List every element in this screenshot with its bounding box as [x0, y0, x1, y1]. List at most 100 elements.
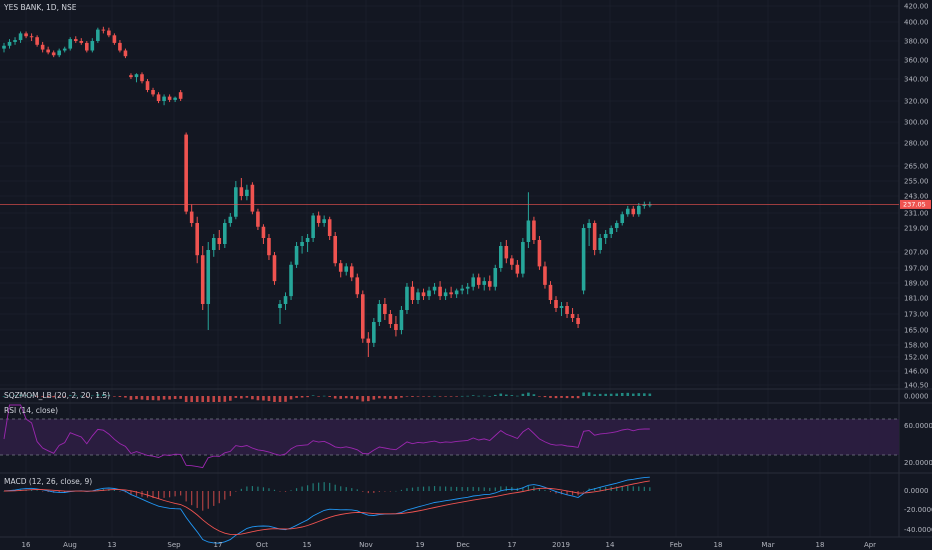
candle-body[interactable] — [427, 290, 431, 297]
candle-body[interactable] — [51, 52, 56, 56]
candle-body[interactable] — [372, 322, 376, 343]
candle-body[interactable] — [355, 277, 360, 295]
candle-body[interactable] — [421, 292, 426, 297]
candle-body[interactable] — [211, 238, 216, 250]
candle-body[interactable] — [322, 219, 326, 223]
candle-body[interactable] — [487, 281, 492, 287]
candle-body[interactable] — [333, 236, 337, 264]
candle-body[interactable] — [206, 250, 211, 304]
candle-body[interactable] — [151, 90, 155, 95]
candle-body[interactable] — [570, 314, 575, 318]
candle-body[interactable] — [543, 266, 547, 285]
candle-body[interactable] — [250, 184, 255, 212]
candle-body[interactable] — [471, 277, 475, 287]
candle-body[interactable] — [85, 42, 89, 51]
candle-body[interactable] — [256, 211, 260, 227]
candle-body[interactable] — [311, 215, 315, 239]
candle-body[interactable] — [598, 238, 602, 250]
candle-body[interactable] — [338, 263, 343, 272]
candle-body[interactable] — [73, 39, 78, 41]
candle-body[interactable] — [510, 258, 514, 265]
candle-body[interactable] — [581, 228, 586, 291]
candle-body[interactable] — [156, 94, 161, 101]
candle-body[interactable] — [537, 240, 542, 267]
candle-body[interactable] — [278, 304, 282, 308]
candle-body[interactable] — [388, 314, 393, 324]
candle-body[interactable] — [576, 318, 580, 324]
candle-body[interactable] — [261, 226, 266, 238]
candle-body[interactable] — [68, 39, 73, 49]
candle-body[interactable] — [294, 246, 299, 265]
candle-body[interactable] — [228, 216, 233, 223]
candle-body[interactable] — [13, 40, 17, 42]
candle-body[interactable] — [184, 134, 188, 212]
candle-body[interactable] — [493, 268, 498, 287]
candle-body[interactable] — [2, 45, 6, 49]
candle-body[interactable] — [625, 208, 630, 215]
candle-body[interactable] — [316, 215, 321, 224]
candle-body[interactable] — [521, 242, 525, 274]
candle-body[interactable] — [476, 277, 481, 285]
candle-body[interactable] — [349, 266, 354, 278]
candle-body[interactable] — [217, 238, 222, 244]
candle-body[interactable] — [614, 223, 619, 228]
candle-body[interactable] — [57, 50, 61, 56]
candle-body[interactable] — [305, 238, 310, 242]
candle-body[interactable] — [46, 49, 50, 53]
candle-body[interactable] — [565, 306, 569, 314]
candle-body[interactable] — [637, 205, 641, 215]
candles-group[interactable] — [2, 26, 652, 357]
candle-body[interactable] — [239, 187, 244, 196]
candle-body[interactable] — [526, 220, 531, 243]
candle-body[interactable] — [245, 189, 249, 196]
candle-body[interactable] — [18, 33, 23, 41]
candle-body[interactable] — [482, 281, 487, 285]
candle-body[interactable] — [112, 35, 117, 43]
candle-body[interactable] — [399, 310, 404, 330]
candle-body[interactable] — [162, 96, 166, 101]
candle-body[interactable] — [394, 324, 398, 330]
candle-body[interactable] — [145, 81, 150, 90]
candle-body[interactable] — [79, 41, 84, 43]
candle-body[interactable] — [96, 29, 100, 41]
candle-body[interactable] — [267, 238, 271, 256]
candle-body[interactable] — [195, 223, 199, 256]
candle-body[interactable] — [123, 50, 128, 57]
candle-body[interactable] — [40, 44, 45, 50]
candle-body[interactable] — [300, 242, 304, 246]
candle-body[interactable] — [603, 234, 608, 238]
candle-body[interactable] — [223, 223, 227, 244]
candle-body[interactable] — [200, 255, 205, 304]
candle-body[interactable] — [416, 292, 420, 300]
candle-body[interactable] — [609, 228, 613, 234]
candle-body[interactable] — [504, 246, 509, 259]
time-axis[interactable]: 16 Aug 13 Sep 17 Oct 15 Nov 19 Dec 17 2019 14 Feb 18 Ma… — [22, 541, 877, 549]
candle-body[interactable] — [134, 74, 139, 78]
candle-body[interactable] — [344, 266, 349, 272]
candle-body[interactable] — [648, 204, 652, 206]
candle-body[interactable] — [443, 292, 448, 297]
candle-body[interactable] — [272, 255, 277, 282]
candle-body[interactable] — [465, 286, 470, 289]
candle-body[interactable] — [377, 304, 382, 322]
candle-body[interactable] — [167, 96, 172, 100]
candle-body[interactable] — [62, 48, 67, 51]
candle-body[interactable] — [35, 37, 39, 45]
candle-body[interactable] — [140, 74, 144, 82]
candle-body[interactable] — [449, 292, 453, 295]
candle-body[interactable] — [90, 41, 95, 51]
candle-body[interactable] — [173, 97, 177, 100]
candle-body[interactable] — [515, 264, 520, 274]
candle-body[interactable] — [631, 208, 636, 215]
candle-body[interactable] — [107, 30, 111, 36]
candle-body[interactable] — [327, 219, 332, 236]
candle-body[interactable] — [129, 75, 133, 78]
candle-body[interactable] — [410, 286, 415, 300]
candle-body[interactable] — [118, 42, 122, 51]
candle-body[interactable] — [24, 33, 28, 37]
candle-body[interactable] — [178, 92, 183, 99]
candle-body[interactable] — [454, 290, 459, 295]
candle-body[interactable] — [438, 286, 442, 297]
candle-body[interactable] — [383, 304, 387, 314]
